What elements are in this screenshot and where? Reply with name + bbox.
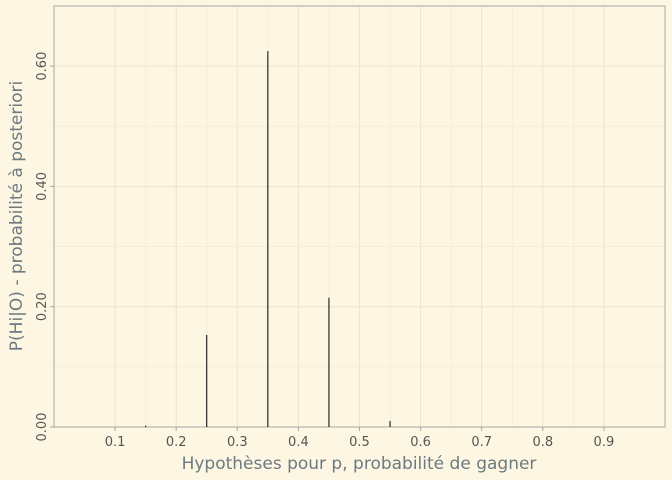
- x-axis-ticks: 0.1 0.2 0.3 0.4 0.5 0.6 0.7 0.8 0.9: [105, 427, 614, 450]
- x-tick-label: 0.3: [227, 435, 248, 450]
- bar: [389, 420, 391, 427]
- bars-layer: [145, 51, 391, 427]
- x-tick-label: 0.1: [105, 435, 126, 450]
- bar: [145, 425, 147, 427]
- bar: [206, 334, 208, 427]
- x-tick-label: 0.2: [166, 435, 187, 450]
- x-axis-title: Hypothèses pour p, probabilité de gagner: [182, 454, 537, 474]
- x-tick-label: 0.7: [471, 435, 492, 450]
- y-axis-ticks: 0.00 0.20 0.40 0.60: [35, 52, 54, 442]
- x-tick-label: 0.8: [532, 435, 553, 450]
- y-tick-label: 0.60: [35, 52, 50, 81]
- y-tick-label: 0.20: [35, 292, 50, 321]
- grid-layer: [54, 6, 665, 428]
- x-tick-label: 0.4: [288, 435, 309, 450]
- bar: [328, 297, 330, 427]
- x-tick-label: 0.5: [349, 435, 370, 450]
- y-tick-label: 0.00: [35, 413, 50, 442]
- x-tick-label: 0.6: [410, 435, 431, 450]
- bar: [267, 51, 269, 427]
- y-tick-label: 0.40: [35, 172, 50, 201]
- y-axis-title: P(Hi|O) - probabilité à posteriori: [7, 81, 27, 351]
- x-tick-label: 0.9: [594, 435, 615, 450]
